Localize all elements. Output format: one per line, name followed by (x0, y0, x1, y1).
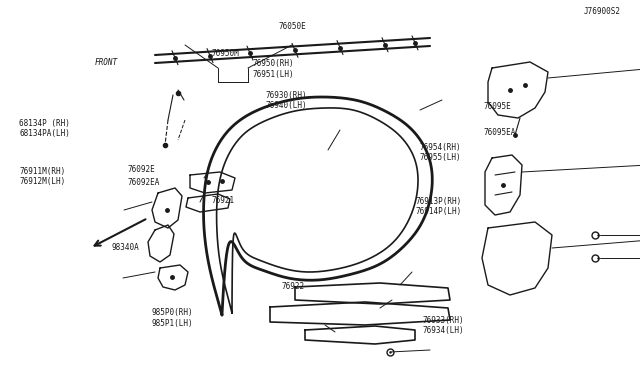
Text: 76922: 76922 (282, 282, 305, 291)
Text: 76095E: 76095E (483, 102, 511, 110)
Text: J76900S2: J76900S2 (584, 7, 621, 16)
Text: 76950M: 76950M (211, 49, 239, 58)
Text: 76954(RH)
76955(LH): 76954(RH) 76955(LH) (419, 143, 461, 162)
Text: 985P0(RH)
985P1(LH): 985P0(RH) 985P1(LH) (152, 308, 194, 328)
Text: 76933(RH)
76934(LH): 76933(RH) 76934(LH) (422, 316, 464, 335)
Text: 98340A: 98340A (112, 243, 140, 252)
Text: 76950(RH)
76951(LH): 76950(RH) 76951(LH) (253, 59, 294, 78)
Text: 68134P (RH)
68134PA(LH): 68134P (RH) 68134PA(LH) (19, 119, 70, 138)
Text: 76913P(RH)
76914P(LH): 76913P(RH) 76914P(LH) (416, 197, 462, 216)
Text: 76095EA: 76095EA (483, 128, 516, 137)
Text: 76092E: 76092E (128, 165, 156, 174)
Text: 76930(RH)
76940(LH): 76930(RH) 76940(LH) (266, 91, 307, 110)
Text: 76092EA: 76092EA (128, 178, 161, 187)
Text: 76911M(RH)
76912M(LH): 76911M(RH) 76912M(LH) (19, 167, 65, 186)
Text: 76921: 76921 (211, 196, 234, 205)
Text: FRONT: FRONT (95, 58, 118, 67)
Text: 76050E: 76050E (278, 22, 306, 31)
